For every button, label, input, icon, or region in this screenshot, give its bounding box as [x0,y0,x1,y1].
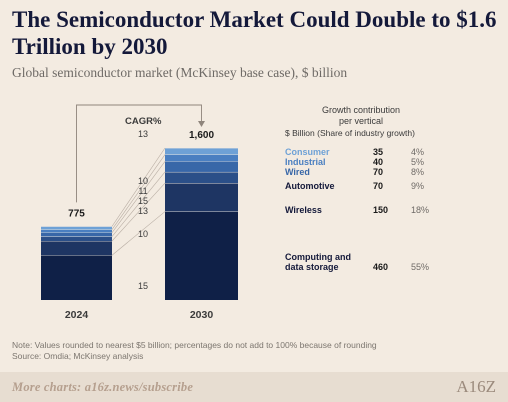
contribution-value-5: 460 [373,262,388,272]
growth-arrow [76,104,202,203]
connector-line [111,147,166,227]
page-title: The Semiconductor Market Could Double to… [12,7,497,59]
bar-segment-2024-0 [41,226,112,230]
cagr-value-0: 13 [138,129,148,139]
bar-segment-2024-3 [41,236,112,242]
chart-subtitle: Global semiconductor market (McKinsey ba… [12,65,348,80]
legend-label-2: Wired [285,167,310,177]
x-tick-label-2030: 2030 [190,309,214,321]
bar-segment-2024-1 [41,229,112,233]
subscribe-link[interactable]: More charts: a16z.news/subscribe [12,380,194,394]
contribution-value-2: 70 [373,167,383,177]
legend-label-4: Wireless [285,205,322,215]
a16z-logo: A16Z [456,377,496,396]
contribution-header-1: Growth contribution [322,105,400,115]
x-tick-label-2024: 2024 [65,309,89,321]
footer-band [0,372,508,402]
bar-segment-2030-1 [165,154,238,162]
legend-label-0: Consumer [285,147,330,157]
legend-label-5-line2: data storage [285,262,339,272]
legend-label-5: Computing and [285,252,351,262]
bar-segment-2030-2 [165,161,238,172]
cagr-value-3: 15 [138,196,148,206]
legend-label-3: Automotive [285,181,335,191]
cagr-value-4: 13 [138,206,148,216]
connector-line [111,161,166,233]
contribution-share-1: 5% [411,157,424,167]
legend-label-1: Industrial [285,157,326,167]
bar-segment-2030-5 [165,211,238,300]
contribution-header-2: per vertical [339,116,383,126]
cagr-value-1: 10 [138,176,148,186]
contribution-share-5: 55% [411,262,429,272]
bar-total-label-2030: 1,600 [189,130,214,141]
connector-line [111,171,166,237]
contribution-subheader: $ Billion (Share of industry growth) [285,128,415,138]
chart-note: Note: Values rounded to nearest $5 billi… [12,340,377,350]
contribution-share-4: 18% [411,205,429,215]
connector-line [111,182,166,242]
connector-line [111,154,166,230]
contribution-value-3: 70 [373,181,383,191]
contribution-value-1: 40 [373,157,383,167]
contribution-share-2: 8% [411,167,424,177]
bar-segment-2024-5 [41,255,112,300]
cagr-value-bottom: 15 [138,281,148,291]
cagr-value-2: 11 [138,186,147,196]
chart-source: Source: Omdia; McKinsey analysis [12,351,144,361]
contribution-value-0: 35 [373,147,383,157]
contribution-share-0: 4% [411,147,424,157]
bar-segment-2030-4 [165,183,238,212]
bar-segment-2024-2 [41,232,112,237]
bar-segment-2024-4 [41,241,112,256]
connector-line [111,211,166,256]
bar-segment-2030-0 [165,148,238,155]
growth-arrow-head [198,121,205,127]
contribution-value-4: 150 [373,205,388,215]
bar-segment-2030-3 [165,171,238,184]
bar-total-label-2024: 775 [68,208,85,219]
cagr-header: CAGR% [125,116,162,127]
cagr-value-5: 10 [138,229,148,239]
contribution-share-3: 9% [411,181,424,191]
